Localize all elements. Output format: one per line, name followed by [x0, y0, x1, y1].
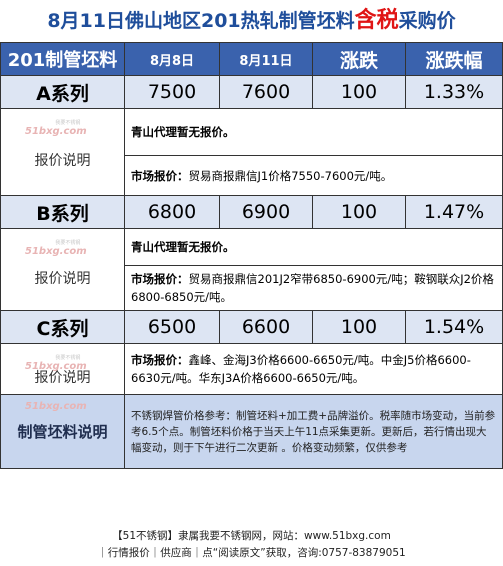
note-text: 市场报价：贸易商报鼎信201J2窄带6850-6900元/吨；鞍钢联众J2价格6… [124, 265, 503, 311]
bottom-info: 【51不锈钢】隶属我要不锈钢网，网站：www.51bxg.com ｜行情报价｜供… [0, 524, 503, 566]
note-text: 青山代理暂无报价。 [124, 228, 503, 266]
price-change-pct: 1.33% [405, 75, 503, 109]
series-name: A系列 [0, 75, 125, 109]
price-date1: 6500 [124, 310, 220, 344]
bottom-line1: 【51不锈钢】隶属我要不锈钢网，网站：www.51bxg.com [112, 530, 391, 542]
price-change-pct: 1.47% [405, 195, 503, 229]
price-change-pct: 1.54% [405, 310, 503, 344]
series-name: B系列 [0, 195, 125, 229]
table-header: 201制管坯料 8月8日 8月11日 涨跌 涨跌幅 [0, 42, 503, 76]
table-row: A系列 7500 7600 100 1.33% [0, 75, 503, 109]
note-label-cell: 我要不锈钢 51bxg.com 报价说明 [0, 228, 125, 311]
header-date2: 8月11日 [219, 42, 313, 76]
header-change: 涨跌 [312, 42, 406, 76]
note-label: 报价说明 [34, 270, 91, 287]
price-change: 100 [312, 75, 406, 109]
watermark-logo: 51bxg.com [25, 401, 87, 412]
note-text: 市场报价：贸易商报鼎信J1价格7550-7600元/吨。 [124, 155, 503, 196]
note-label: 报价说明 [34, 370, 91, 386]
header-change-pct: 涨跌幅 [405, 42, 503, 76]
title-prefix: 8月11日佛山地区201热轧制管坯料 [47, 10, 355, 32]
table-row: B系列 6800 6900 100 1.47% [0, 195, 503, 229]
note-row: 我要不锈钢 51bxg.com 报价说明 青山代理暂无报价。 [0, 108, 503, 196]
series-name: C系列 [0, 310, 125, 344]
watermark-logo: 我要不锈钢 51bxg.com [25, 120, 87, 137]
price-date2: 6900 [219, 195, 313, 229]
watermark-logo: 我要不锈钢 51bxg.com [25, 355, 87, 372]
title-highlight: 含税 [354, 8, 399, 33]
header-product: 201制管坯料 [0, 42, 125, 76]
watermark-logo: 我要不锈钢 51bxg.com [25, 240, 87, 257]
header-date1: 8月8日 [124, 42, 220, 76]
note-row: 市场报价：贸易商报鼎信201J2窄带6850-6900元/吨；鞍钢联众J2价格6… [1, 265, 503, 311]
price-change: 100 [312, 310, 406, 344]
price-table: 201制管坯料 8月8日 8月11日 涨跌 涨跌幅 A系列 7500 7600 … [0, 42, 503, 469]
note-text: 市场报价：鑫峰、金海J3价格6600-6650元/吨。中金J5价格6600-66… [124, 343, 503, 395]
note-row: 我要不锈钢 51bxg.com 报价说明 青山代理暂无报价。 [0, 228, 503, 311]
price-change: 100 [312, 195, 406, 229]
note-label-cell: 我要不锈钢 51bxg.com 报价说明 [0, 343, 125, 395]
price-date1: 6800 [124, 195, 220, 229]
page-title: 8月11日佛山地区201热轧制管坯料含税采购价 [0, 0, 503, 42]
footer-label: 制管坯料说明 [17, 423, 108, 441]
note-text: 青山代理暂无报价。 [124, 108, 503, 156]
note-label: 报价说明 [34, 153, 91, 169]
note-row: 我要不锈钢 51bxg.com 报价说明 市场报价：鑫峰、金海J3价格6600-6… [0, 343, 503, 395]
bottom-line2: ｜行情报价｜供应商｜点“阅读原文”获取，咨询:0757-83879051 [97, 547, 406, 559]
price-date2: 7600 [219, 75, 313, 109]
price-date2: 6600 [219, 310, 313, 344]
footer-row: 51bxg.com 制管坯料说明 不锈钢焊管价格参考：制管坯料+加工费+品牌溢价… [0, 394, 503, 469]
table-row: C系列 6500 6600 100 1.54% [0, 310, 503, 344]
footer-text: 不锈钢焊管价格参考：制管坯料+加工费+品牌溢价。税率随市场变动，当前参考6.5个… [124, 394, 503, 469]
note-row: 市场报价：贸易商报鼎信J1价格7550-7600元/吨。 [1, 155, 503, 196]
footer-label-cell: 51bxg.com 制管坯料说明 [0, 394, 125, 469]
title-suffix: 采购价 [398, 10, 456, 32]
note-label-cell: 我要不锈钢 51bxg.com 报价说明 [0, 108, 125, 196]
price-date1: 7500 [124, 75, 220, 109]
